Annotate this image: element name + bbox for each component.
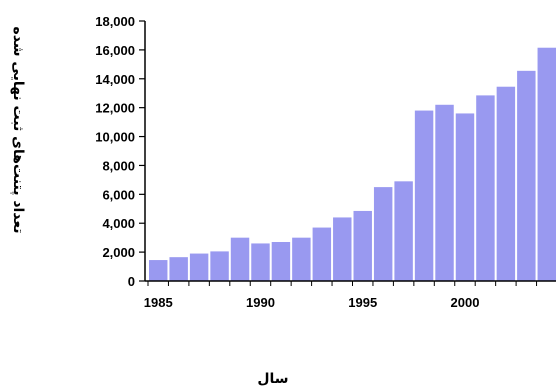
bar-2002 xyxy=(496,86,516,281)
bar-1997 xyxy=(394,181,413,281)
bar-1987 xyxy=(189,253,209,281)
axes-layer: 0 2,000 4,000 6,000 8,000 10,000 12,000 14,000 1… xyxy=(95,14,556,310)
x-tick-label: 2000 xyxy=(451,295,480,310)
y-tick-label: 18,000 xyxy=(95,14,135,29)
bar-1998 xyxy=(414,110,434,281)
bar-2001 xyxy=(476,95,495,281)
x-axis-title: سال xyxy=(257,371,288,386)
bar-1992 xyxy=(292,237,311,281)
bar-1993 xyxy=(312,227,332,281)
bar-1990 xyxy=(251,243,270,281)
bar-2003 xyxy=(517,70,536,281)
x-tick-label: 1990 xyxy=(246,295,275,310)
y-tick-label: 0 xyxy=(128,274,135,289)
bar-1996 xyxy=(373,187,393,281)
y-tick-label: 4,000 xyxy=(102,216,135,231)
bar-1985 xyxy=(149,260,168,281)
y-tick-label: 6,000 xyxy=(102,187,135,202)
y-tick-label: 10,000 xyxy=(95,130,135,145)
x-tick-label: 1995 xyxy=(348,295,377,310)
y-tick-label: 16,000 xyxy=(95,43,135,58)
y-tick-label: 12,000 xyxy=(95,101,135,116)
y-tick-label: 14,000 xyxy=(95,72,135,87)
x-tick-label: 1985 xyxy=(144,295,173,310)
bar-1995 xyxy=(353,210,372,281)
bar-1989 xyxy=(230,237,250,281)
bar-2004 xyxy=(537,47,556,281)
bar-1999 xyxy=(435,104,454,281)
bar-1986 xyxy=(169,257,188,281)
bar-1988 xyxy=(210,251,229,281)
y-tick-label: 8,000 xyxy=(102,158,135,173)
y-tick-label: 2,000 xyxy=(102,245,135,260)
bars-layer xyxy=(149,47,556,281)
bar-1994 xyxy=(333,217,352,281)
bar-2000 xyxy=(455,113,475,281)
bar-1991 xyxy=(271,242,291,281)
y-axis-title: تعداد پتنت‌های ثبت نهایی شده xyxy=(10,26,26,233)
